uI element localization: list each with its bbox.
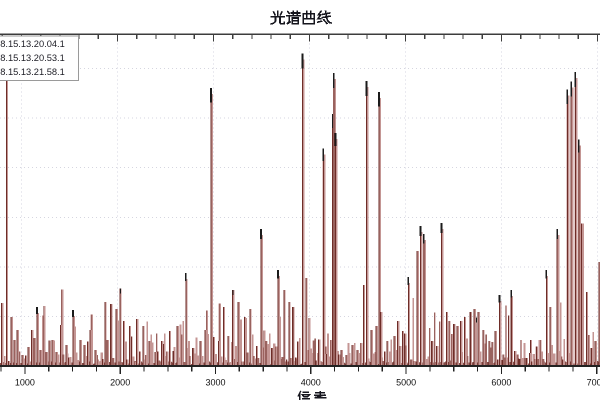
svg-text:2000: 2000 (110, 377, 130, 387)
svg-text:4000: 4000 (301, 377, 321, 387)
svg-text:8.15.13.20.53.1: 8.15.13.20.53.1 (0, 53, 65, 63)
svg-text:7000: 7000 (587, 377, 600, 387)
svg-text:3000: 3000 (205, 377, 225, 387)
svg-text:1000: 1000 (15, 377, 35, 387)
svg-text:5000: 5000 (396, 377, 416, 387)
svg-text:8.15.13.21.58.1: 8.15.13.21.58.1 (0, 67, 65, 77)
svg-text:6000: 6000 (491, 377, 511, 387)
svg-text:8.15.13.20.04.1: 8.15.13.20.04.1 (0, 39, 65, 49)
